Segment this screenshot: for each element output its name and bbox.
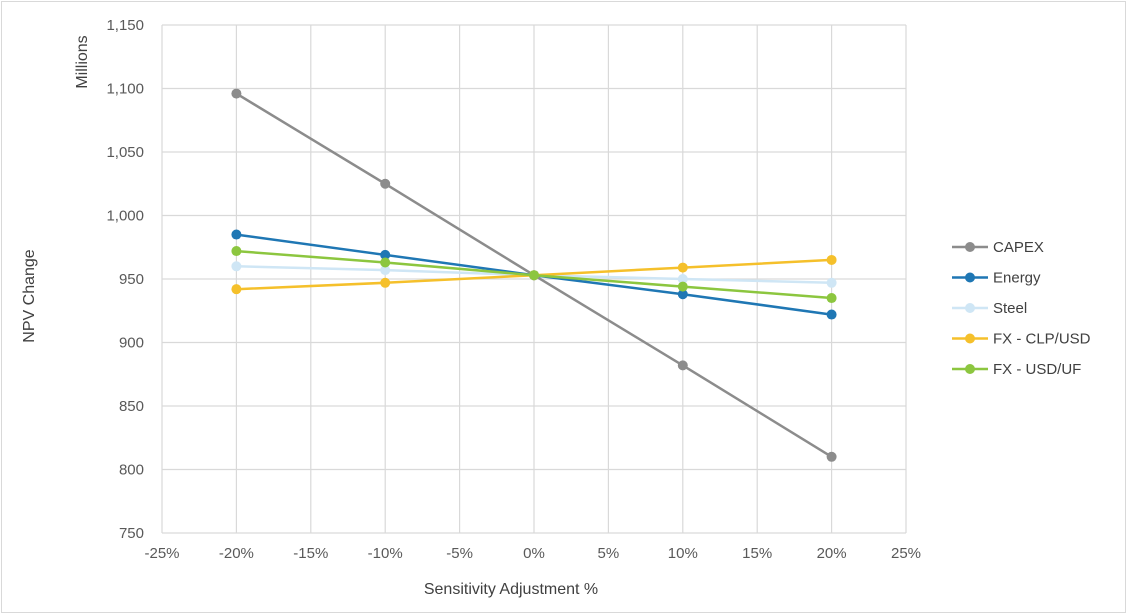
data-point-fx-usd-uf bbox=[529, 270, 539, 281]
legend-marker bbox=[965, 303, 975, 313]
legend: CAPEX Energy Steel FX - CLP/USD FX - USD/UF bbox=[952, 239, 1091, 378]
legend-label: Steel bbox=[993, 300, 1027, 317]
data-point-fx-clp-usd bbox=[380, 277, 391, 288]
x-tick-label: -10% bbox=[368, 545, 403, 562]
data-point-capex bbox=[826, 451, 837, 462]
y-tick-label: 750 bbox=[119, 525, 144, 542]
x-tick-label: -5% bbox=[446, 545, 473, 562]
legend-item-energy: Energy bbox=[952, 270, 1041, 287]
y-tick-label: 850 bbox=[119, 398, 144, 415]
data-point-capex bbox=[677, 360, 688, 371]
data-point-fx-clp-usd bbox=[826, 254, 837, 265]
data-point-fx-clp-usd bbox=[231, 284, 242, 295]
y-unit-label: Millions bbox=[74, 35, 91, 88]
data-point-energy bbox=[826, 309, 837, 320]
x-axis-ticks: -25% -20% -15% -10% -5% 0% 5% 10% 15% 20% 25% bbox=[144, 545, 921, 562]
x-tick-label: -25% bbox=[144, 545, 179, 562]
x-tick-label: 25% bbox=[891, 545, 921, 562]
data-point-fx-clp-usd bbox=[677, 262, 688, 273]
x-tick-label: -20% bbox=[219, 545, 254, 562]
data-point-fx-usd-uf bbox=[677, 281, 688, 292]
x-tick-label: 0% bbox=[523, 545, 545, 562]
legend-label: CAPEX bbox=[993, 239, 1044, 256]
y-tick-label: 950 bbox=[119, 271, 144, 288]
legend-marker bbox=[965, 242, 975, 252]
data-point-energy bbox=[231, 229, 242, 240]
x-tick-label: -15% bbox=[293, 545, 328, 562]
x-axis-title: Sensitivity Adjustment % bbox=[424, 581, 598, 598]
legend-item-steel: Steel bbox=[952, 300, 1027, 317]
legend-label: FX - CLP/USD bbox=[993, 331, 1091, 348]
legend-label: FX - USD/UF bbox=[993, 361, 1081, 378]
y-tick-label: 800 bbox=[119, 462, 144, 479]
data-point-fx-usd-uf bbox=[380, 257, 391, 268]
y-axis-title: NPV Change bbox=[21, 249, 38, 342]
x-tick-label: 5% bbox=[598, 545, 620, 562]
data-point-steel bbox=[826, 277, 837, 288]
legend-item-fx-clp-usd: FX - CLP/USD bbox=[952, 331, 1091, 348]
y-tick-label: 1,050 bbox=[106, 144, 144, 161]
data-point-steel bbox=[677, 274, 688, 284]
legend-label: Energy bbox=[993, 270, 1041, 287]
data-point-fx-usd-uf bbox=[231, 246, 242, 257]
x-tick-label: 10% bbox=[668, 545, 698, 562]
legend-item-fx-usd-uf: FX - USD/UF bbox=[952, 361, 1081, 378]
data-point-steel bbox=[380, 265, 391, 276]
y-tick-label: 1,000 bbox=[106, 208, 144, 225]
legend-marker bbox=[965, 272, 975, 283]
data-point-steel bbox=[231, 261, 242, 272]
y-tick-label: 1,100 bbox=[106, 81, 144, 98]
data-point-capex bbox=[380, 178, 391, 189]
y-tick-label: 1,150 bbox=[106, 17, 144, 34]
y-tick-label: 900 bbox=[119, 335, 144, 352]
data-point-energy bbox=[677, 289, 688, 300]
x-tick-label: 20% bbox=[817, 545, 847, 562]
legend-marker bbox=[965, 364, 975, 374]
x-tick-label: 15% bbox=[742, 545, 772, 562]
y-axis-ticks: 750 800 850 900 950 1,000 1,050 1,100 1,150 bbox=[106, 17, 144, 542]
legend-marker bbox=[965, 333, 975, 344]
data-point-fx-usd-uf bbox=[826, 293, 837, 304]
data-point-capex bbox=[231, 88, 242, 99]
legend-item-capex: CAPEX bbox=[952, 239, 1044, 256]
data-point-energy bbox=[380, 249, 391, 260]
series-lines bbox=[231, 88, 837, 462]
